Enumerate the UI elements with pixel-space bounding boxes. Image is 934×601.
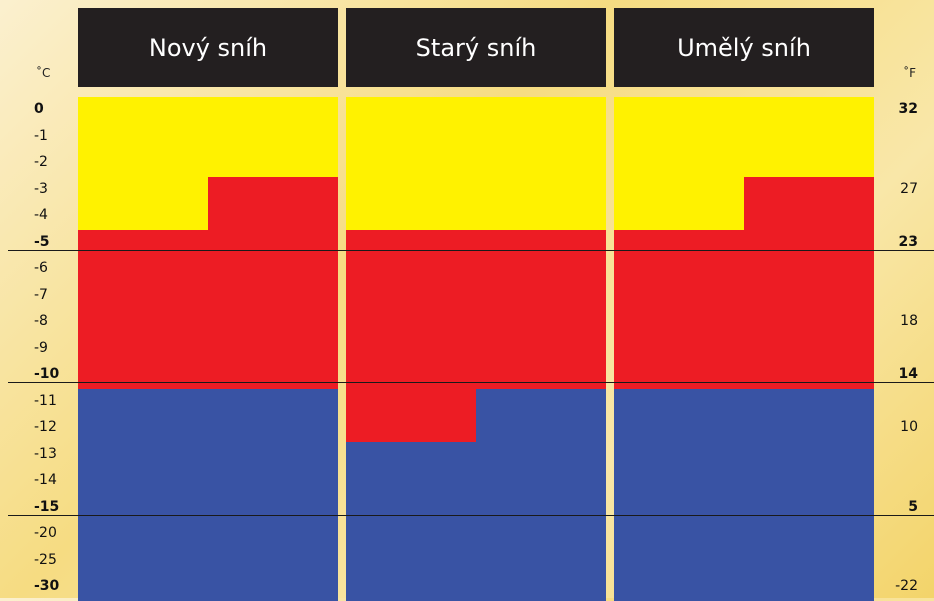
celsius-tick-label: -20	[34, 525, 57, 541]
blue-block	[78, 389, 208, 601]
celsius-tick-label: -1	[34, 128, 48, 144]
fahrenheit-tick-label: 10	[900, 419, 918, 435]
celsius-tick-label: -3	[34, 181, 48, 197]
celsius-tick-label: -13	[34, 446, 57, 462]
celsius-tick-label: -6	[34, 260, 48, 276]
divider-line	[8, 250, 934, 251]
fahrenheit-tick-label: 23	[899, 234, 918, 250]
celsius-tick-label: -14	[34, 472, 57, 488]
yellow-block	[208, 97, 338, 177]
red-block	[346, 230, 476, 442]
blue-block	[476, 389, 606, 601]
celsius-tick-label: -2	[34, 154, 48, 170]
celsius-unit-label: ˚C	[36, 66, 50, 80]
yellow-block	[614, 97, 744, 230]
celsius-tick-label: 0	[34, 101, 44, 117]
fahrenheit-unit-label: ˚F	[903, 66, 916, 80]
column-header: Umělý sníh	[614, 8, 874, 87]
celsius-tick-label: -25	[34, 552, 57, 568]
red-block	[614, 230, 744, 389]
yellow-block	[476, 97, 606, 230]
fahrenheit-tick-label: -22	[895, 578, 918, 594]
fahrenheit-tick-label: 32	[899, 101, 918, 117]
blue-block	[744, 389, 874, 601]
divider-line	[8, 382, 934, 383]
celsius-tick-label: -15	[34, 499, 59, 515]
column-header: Nový sníh	[78, 8, 338, 87]
celsius-tick-label: -12	[34, 419, 57, 435]
red-block	[78, 230, 208, 389]
red-block	[208, 177, 338, 389]
fahrenheit-tick-label: 18	[900, 313, 918, 329]
blue-block	[208, 389, 338, 601]
red-block	[744, 177, 874, 389]
fahrenheit-tick-label: 14	[899, 366, 918, 382]
fahrenheit-tick-label: 27	[900, 181, 918, 197]
blue-block	[614, 389, 744, 601]
celsius-tick-label: -5	[34, 234, 50, 250]
divider-line	[8, 515, 934, 516]
celsius-tick-label: -10	[34, 366, 59, 382]
blue-block	[346, 442, 476, 601]
yellow-block	[78, 97, 208, 230]
celsius-tick-label: -30	[34, 578, 59, 594]
fahrenheit-tick-label: 5	[908, 499, 918, 515]
celsius-tick-label: -4	[34, 207, 48, 223]
yellow-block	[744, 97, 874, 177]
celsius-tick-label: -9	[34, 340, 48, 356]
yellow-block	[346, 97, 476, 230]
celsius-tick-label: -11	[34, 393, 57, 409]
celsius-tick-label: -7	[34, 287, 48, 303]
column-header: Starý sníh	[346, 8, 606, 87]
red-block	[476, 230, 606, 389]
celsius-tick-label: -8	[34, 313, 48, 329]
